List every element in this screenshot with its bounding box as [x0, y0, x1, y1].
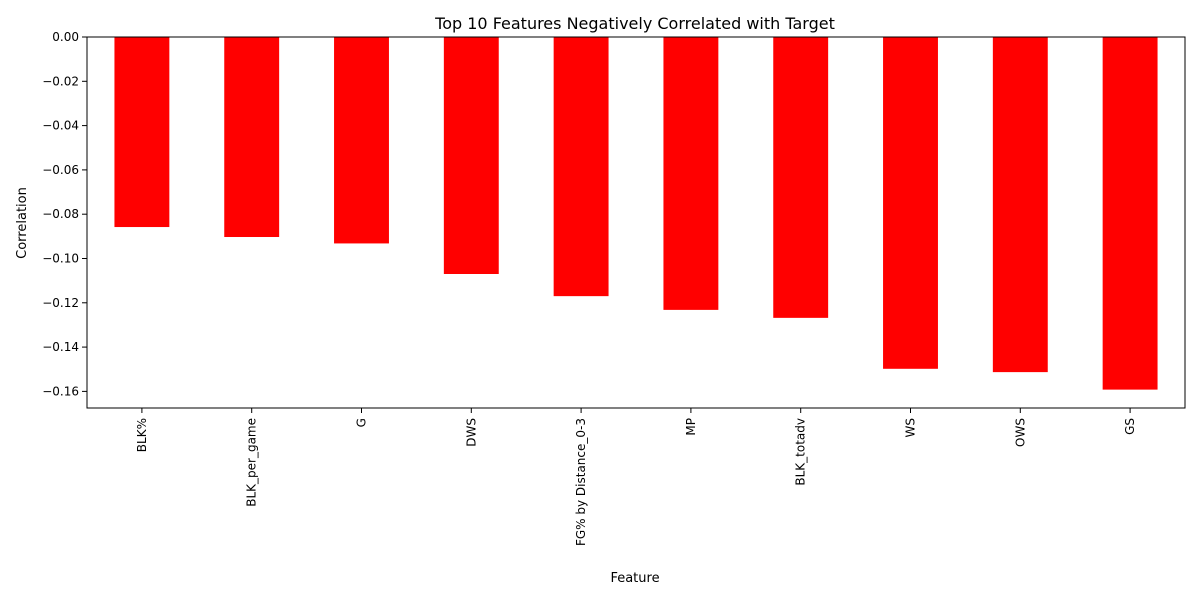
- bar: [224, 37, 280, 238]
- plot-frame: [86, 36, 1186, 409]
- y-axis-title: Correlation: [15, 187, 30, 259]
- x-tick-label: WS: [904, 418, 918, 437]
- y-tick-label: −0.12: [42, 296, 79, 310]
- y-tick-label: 0.00: [52, 30, 79, 44]
- y-tick-label: −0.10: [42, 251, 79, 265]
- bar: [443, 37, 499, 274]
- bar: [773, 37, 829, 318]
- bar: [334, 37, 389, 244]
- bar: [1102, 37, 1158, 390]
- x-tick-label: OWS: [1013, 418, 1027, 447]
- y-tick-label: −0.16: [42, 384, 79, 398]
- bar: [553, 37, 609, 297]
- chart-title: Top 10 Features Negatively Correlated wi…: [434, 14, 835, 33]
- bar: [883, 37, 938, 369]
- x-tick-label: BLK%: [135, 418, 149, 452]
- bar: [992, 37, 1048, 373]
- y-tick-label: −0.06: [42, 163, 79, 177]
- x-tick-label: GS: [1123, 418, 1137, 435]
- y-tick-label: −0.08: [42, 207, 79, 221]
- x-axis: BLK% BLK_per_game G DWS FG% by Distance_0-3 M…: [135, 408, 1137, 546]
- y-tick-label: −0.02: [42, 74, 79, 88]
- x-axis-title: Feature: [610, 571, 659, 586]
- y-tick-label: −0.14: [42, 340, 79, 354]
- y-tick-label: −0.04: [42, 119, 79, 133]
- x-tick-label: G: [355, 418, 369, 427]
- y-axis: 0.00 −0.02 −0.04 −0.06 −0.08 −0.10 −0.12 −0.14 −…: [42, 30, 87, 398]
- x-tick-label: DWS: [464, 418, 478, 447]
- bars-group: [114, 37, 1158, 390]
- x-tick-label: FG% by Distance_0-3: [574, 418, 588, 546]
- x-tick-label: MP: [684, 418, 698, 436]
- bar: [114, 37, 170, 228]
- x-tick-label: BLK_per_game: [245, 418, 259, 507]
- bar: [663, 37, 719, 310]
- x-tick-label: BLK_totadv: [794, 418, 808, 486]
